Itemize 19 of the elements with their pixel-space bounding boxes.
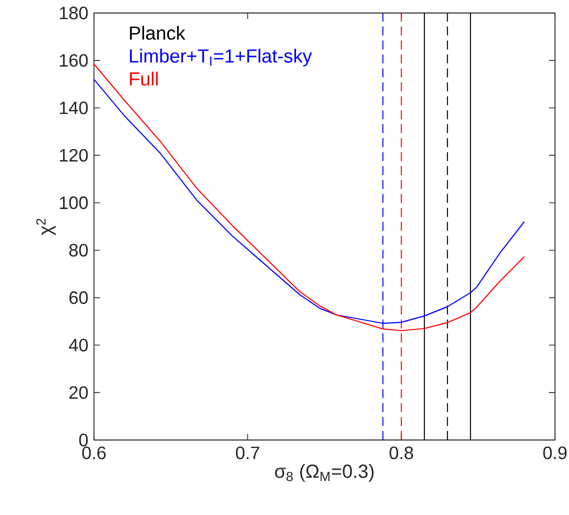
y-tick-label: 20 (69, 386, 88, 399)
y-tick-label: 80 (69, 244, 88, 257)
y-tick-label: 60 (69, 291, 88, 304)
x-tick-label: 0.8 (390, 446, 414, 460)
x-tick-label: 0.6 (82, 446, 106, 460)
y-tick-label: 120 (60, 148, 88, 162)
x-axis-title: σ$_{8}$ (Ω$_{M}$=0.3) (275, 464, 374, 482)
y-tick-label: 160 (60, 54, 88, 67)
series-label: Limber+T$_{I}$=1+Flat-sky (130, 48, 312, 66)
series-label: Full (130, 72, 158, 86)
y-axis-title: χ$^{2}$ (36, 218, 56, 236)
y-tick-label: 40 (68, 338, 88, 352)
y-tick-label: 100 (60, 196, 88, 210)
y-tick-label: 0 (79, 434, 88, 446)
y-tick-label: 180 (60, 6, 88, 20)
ref-line-label: Planck (130, 26, 186, 40)
y-tick-label: 140 (60, 102, 88, 114)
x-tick-label: 0.7 (236, 446, 260, 460)
x-tick-label: 0.9 (543, 446, 567, 460)
